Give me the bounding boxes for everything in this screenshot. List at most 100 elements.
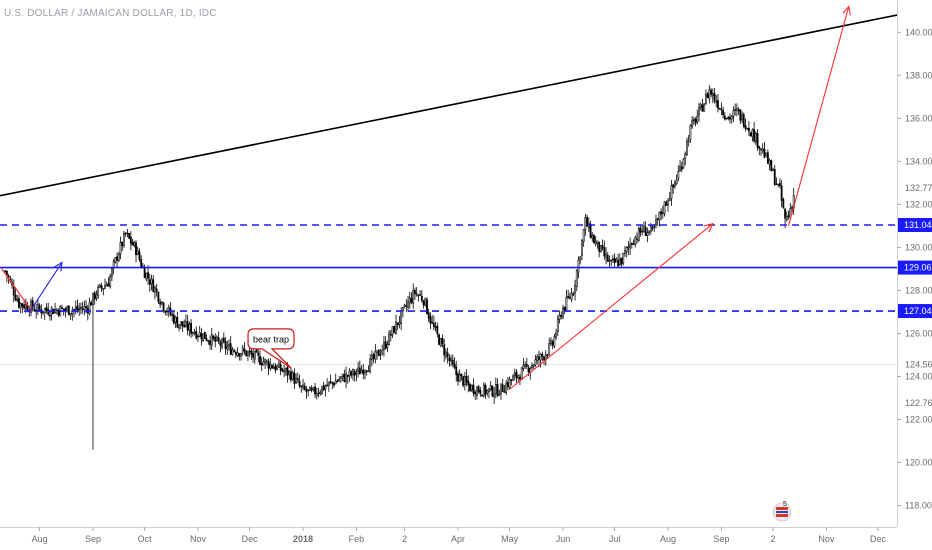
candle-body	[651, 227, 654, 229]
candle-body	[565, 296, 568, 311]
candle-body	[324, 386, 327, 390]
candle-body	[606, 254, 609, 262]
candle-body	[395, 321, 397, 334]
price-axis-bg[interactable]	[897, 0, 932, 550]
candle-body	[55, 309, 58, 312]
candle-body	[374, 350, 377, 360]
candle-body	[279, 363, 282, 371]
candle-body	[212, 335, 215, 339]
y-tick-label: 134.00	[905, 156, 932, 166]
candle-body	[367, 370, 370, 372]
candle-body	[236, 352, 239, 356]
candle-body	[353, 370, 356, 376]
candle-body	[655, 219, 657, 226]
candle-body	[288, 371, 291, 375]
candle-body	[643, 225, 645, 233]
time-axis[interactable]: Aug Sep Oct Nov Dec 2018 Feb 2 Apr May Jun Jul Aug Se…	[0, 527, 897, 544]
candle-body	[524, 364, 527, 367]
level-badge-129.06[interactable]	[898, 260, 932, 275]
candle-body	[546, 354, 549, 356]
candle-body	[470, 384, 473, 391]
candle-body	[556, 318, 559, 333]
candle-body	[522, 364, 525, 369]
candle-body	[577, 260, 580, 273]
candle-body	[455, 366, 458, 376]
candle-body	[618, 258, 621, 266]
candle-body	[131, 241, 134, 246]
candle-body	[694, 118, 697, 124]
arrow-line-1[interactable]	[30, 262, 63, 311]
candle-body	[627, 246, 630, 249]
candle-body	[74, 307, 77, 310]
arrow-line-3[interactable]	[788, 6, 850, 227]
level-badge-127.04[interactable]	[898, 304, 932, 319]
annotation-group[interactable]: bear trap	[247, 328, 295, 369]
candle-body	[224, 341, 227, 349]
candle-body	[568, 296, 571, 299]
candle-body	[233, 350, 236, 352]
candle-body	[33, 308, 36, 312]
horizontal-levels[interactable]	[0, 224, 897, 312]
candle-body	[119, 242, 122, 255]
candle-body	[98, 284, 101, 288]
candle-body	[226, 346, 229, 350]
candle-body	[228, 344, 230, 347]
candle-body	[761, 148, 764, 152]
candle-body	[102, 288, 105, 290]
candle-body	[641, 231, 644, 233]
candle-body	[427, 312, 430, 319]
price-axis[interactable]: 118.00 120.00 122.00 124.00 126.00 128.00 130.…	[897, 0, 932, 550]
candle-body	[43, 308, 46, 313]
candle-body	[734, 109, 737, 111]
candle-body	[634, 237, 637, 245]
candle-body	[393, 326, 396, 333]
candle-body	[410, 297, 413, 303]
x-tick-label: Aug	[32, 534, 48, 544]
bear-trap-callout[interactable]	[247, 328, 295, 369]
arrow-drawings[interactable]	[1, 5, 851, 390]
candle-body	[388, 332, 391, 345]
price-label-124.56: 124.56	[905, 359, 932, 369]
candle-body	[732, 110, 735, 117]
candle-body	[383, 342, 385, 350]
candle-body	[124, 232, 127, 235]
resistance-trendline[interactable]	[0, 14, 898, 197]
candle-body	[656, 218, 659, 220]
candle-body	[460, 373, 463, 376]
candle-body	[706, 93, 709, 98]
candle-body	[673, 182, 676, 187]
y-tick-label: 122.00	[905, 414, 932, 424]
candle-body	[241, 347, 244, 353]
arrow-line-2[interactable]	[509, 223, 714, 390]
candle-body	[575, 270, 578, 287]
candle-body	[563, 306, 566, 311]
candle-body	[725, 118, 728, 120]
candle-body	[775, 183, 778, 185]
candle-body	[625, 246, 628, 252]
candle-body	[785, 216, 788, 220]
candle-body	[312, 387, 315, 390]
candle-body	[150, 278, 153, 284]
candle-body	[126, 232, 129, 235]
candle-body	[646, 232, 649, 236]
candle-body	[663, 201, 666, 214]
candle-body	[773, 169, 776, 185]
candle-body	[234, 352, 237, 355]
trendline-group[interactable]	[0, 14, 898, 197]
candle-body	[305, 389, 308, 392]
x-tick-label: Sep	[85, 534, 101, 544]
candle-body	[451, 359, 454, 365]
candle-body	[615, 258, 618, 263]
x-tick-label: 2	[402, 534, 407, 544]
level-badge-131.04[interactable]	[898, 217, 932, 232]
candle-body	[558, 314, 561, 320]
candle-body	[162, 302, 165, 311]
candle-body	[64, 308, 67, 311]
candle-body	[381, 349, 384, 354]
arrow-line-0[interactable]	[1, 268, 32, 311]
candle-body	[562, 308, 564, 318]
candle-body	[649, 225, 652, 232]
candle-body	[415, 293, 418, 296]
candle-body	[537, 356, 540, 360]
